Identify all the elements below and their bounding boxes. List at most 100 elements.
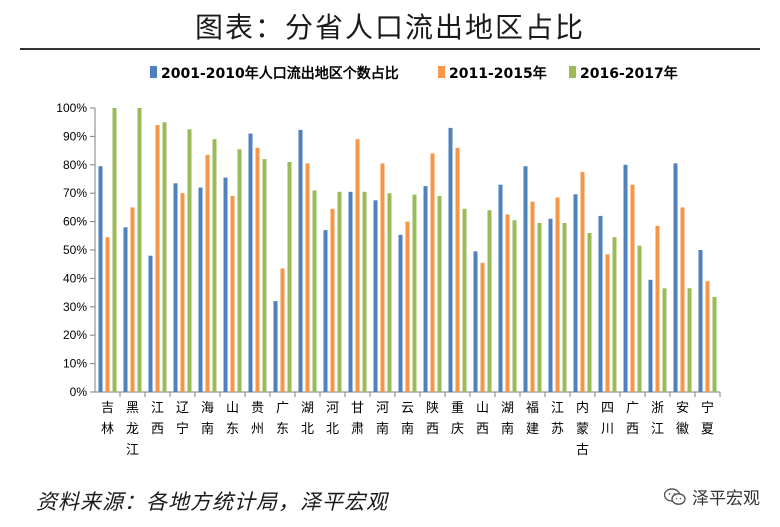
bar: [462, 208, 467, 392]
bar: [355, 139, 360, 392]
bar: [655, 225, 660, 392]
x-tick-label: 内蒙古: [576, 400, 589, 458]
bar: [373, 200, 378, 392]
x-tick-label: 广西: [626, 401, 639, 437]
y-tick-label: 40%: [63, 271, 87, 285]
bar: [337, 191, 342, 392]
bar: [555, 197, 560, 392]
bar: [205, 154, 210, 392]
bar: [98, 166, 103, 392]
legend-swatch: [569, 66, 576, 78]
x-tick-label: 湖南: [501, 401, 514, 437]
bar: [348, 191, 353, 392]
y-tick-label: 100%: [56, 101, 87, 115]
bar: [637, 245, 642, 392]
bar: [598, 215, 603, 392]
bar: [112, 108, 117, 392]
chart-title: 图表：分省人口流出地区占比: [194, 11, 585, 44]
bar: [680, 207, 685, 392]
bar: [512, 220, 517, 392]
bar: [505, 214, 510, 392]
watermark: 泽平宏观: [664, 484, 760, 509]
bar: [312, 190, 317, 392]
bar: [237, 149, 242, 392]
bar: [330, 208, 335, 392]
bar: [187, 129, 192, 393]
bar: [530, 201, 535, 392]
bar: [480, 262, 485, 392]
bar: [548, 218, 553, 392]
bar: [498, 184, 503, 392]
y-tick-label: 60%: [63, 215, 87, 229]
bar: [148, 255, 153, 392]
x-tick-label: 辽宁: [176, 401, 189, 437]
bar: [180, 193, 185, 392]
legend-label: 2016-2017年: [580, 65, 678, 82]
bar: [305, 163, 310, 392]
bar: [273, 301, 278, 392]
bar-chart: 2001-2010年人口流出地区个数占比 2011-2015年 2016-2017年…: [56, 65, 721, 458]
bar: [405, 221, 410, 392]
bar: [573, 194, 578, 392]
legend-swatch: [150, 66, 157, 78]
bar: [412, 194, 417, 392]
x-tick-label: 黑龙江: [126, 401, 139, 458]
bar: [562, 223, 567, 392]
bar: [130, 207, 135, 392]
bar: [705, 281, 710, 392]
x-tick-label: 江苏: [551, 401, 564, 437]
bar: [323, 230, 328, 392]
bar: [448, 127, 453, 393]
bar: [362, 191, 367, 392]
watermark-text: 泽平宏观: [692, 489, 760, 509]
bar: [623, 164, 628, 392]
x-tick-label: 河南: [376, 401, 389, 437]
y-tick-label: 0%: [70, 385, 88, 399]
bar: [230, 196, 235, 392]
y-tick-label: 50%: [63, 243, 87, 257]
bar: [380, 163, 385, 392]
source-note: 资料来源：各地方统计局，泽平宏观: [36, 490, 388, 514]
bar: [523, 166, 528, 392]
x-tick-label: 甘肃: [351, 401, 364, 437]
wechat-icon: [664, 487, 686, 505]
bar: [223, 177, 228, 392]
bar: [287, 162, 292, 392]
bar: [212, 139, 217, 392]
bar: [123, 227, 128, 392]
x-tick-label: 四川: [601, 401, 614, 437]
bar: [648, 279, 653, 392]
x-tick-label: 安徽: [676, 401, 689, 437]
bar: [437, 196, 442, 392]
bar: [155, 125, 160, 392]
bar: [255, 147, 260, 392]
legend-swatch: [438, 66, 445, 78]
bar: [487, 210, 492, 392]
bar: [473, 251, 478, 392]
y-tick-label: 10%: [63, 357, 87, 371]
x-tick-label: 吉林: [101, 401, 114, 437]
bar: [198, 187, 203, 392]
bar: [105, 237, 110, 392]
bar: [587, 233, 592, 392]
x-tick-label: 广东: [276, 401, 289, 437]
bar: [423, 186, 428, 392]
bar: [662, 288, 667, 392]
bar: [173, 183, 178, 392]
bar: [630, 184, 635, 392]
bar: [387, 193, 392, 392]
x-tick-label: 海南: [201, 401, 214, 437]
x-tick-label: 浙江: [651, 401, 664, 437]
bar: [298, 129, 303, 392]
y-tick-label: 70%: [63, 186, 87, 200]
y-tick-label: 30%: [63, 300, 87, 314]
title-divider: [20, 48, 760, 50]
bar: [612, 237, 617, 392]
legend-label: 2011-2015年: [449, 65, 547, 82]
x-tick-label: 河北: [326, 401, 339, 437]
x-tick-label: 宁夏: [701, 400, 714, 437]
x-tick-label: 江西: [151, 401, 164, 437]
legend-label: 2001-2010年人口流出地区个数占比: [161, 65, 399, 82]
bar: [580, 171, 585, 392]
y-tick-label: 90%: [63, 129, 87, 143]
